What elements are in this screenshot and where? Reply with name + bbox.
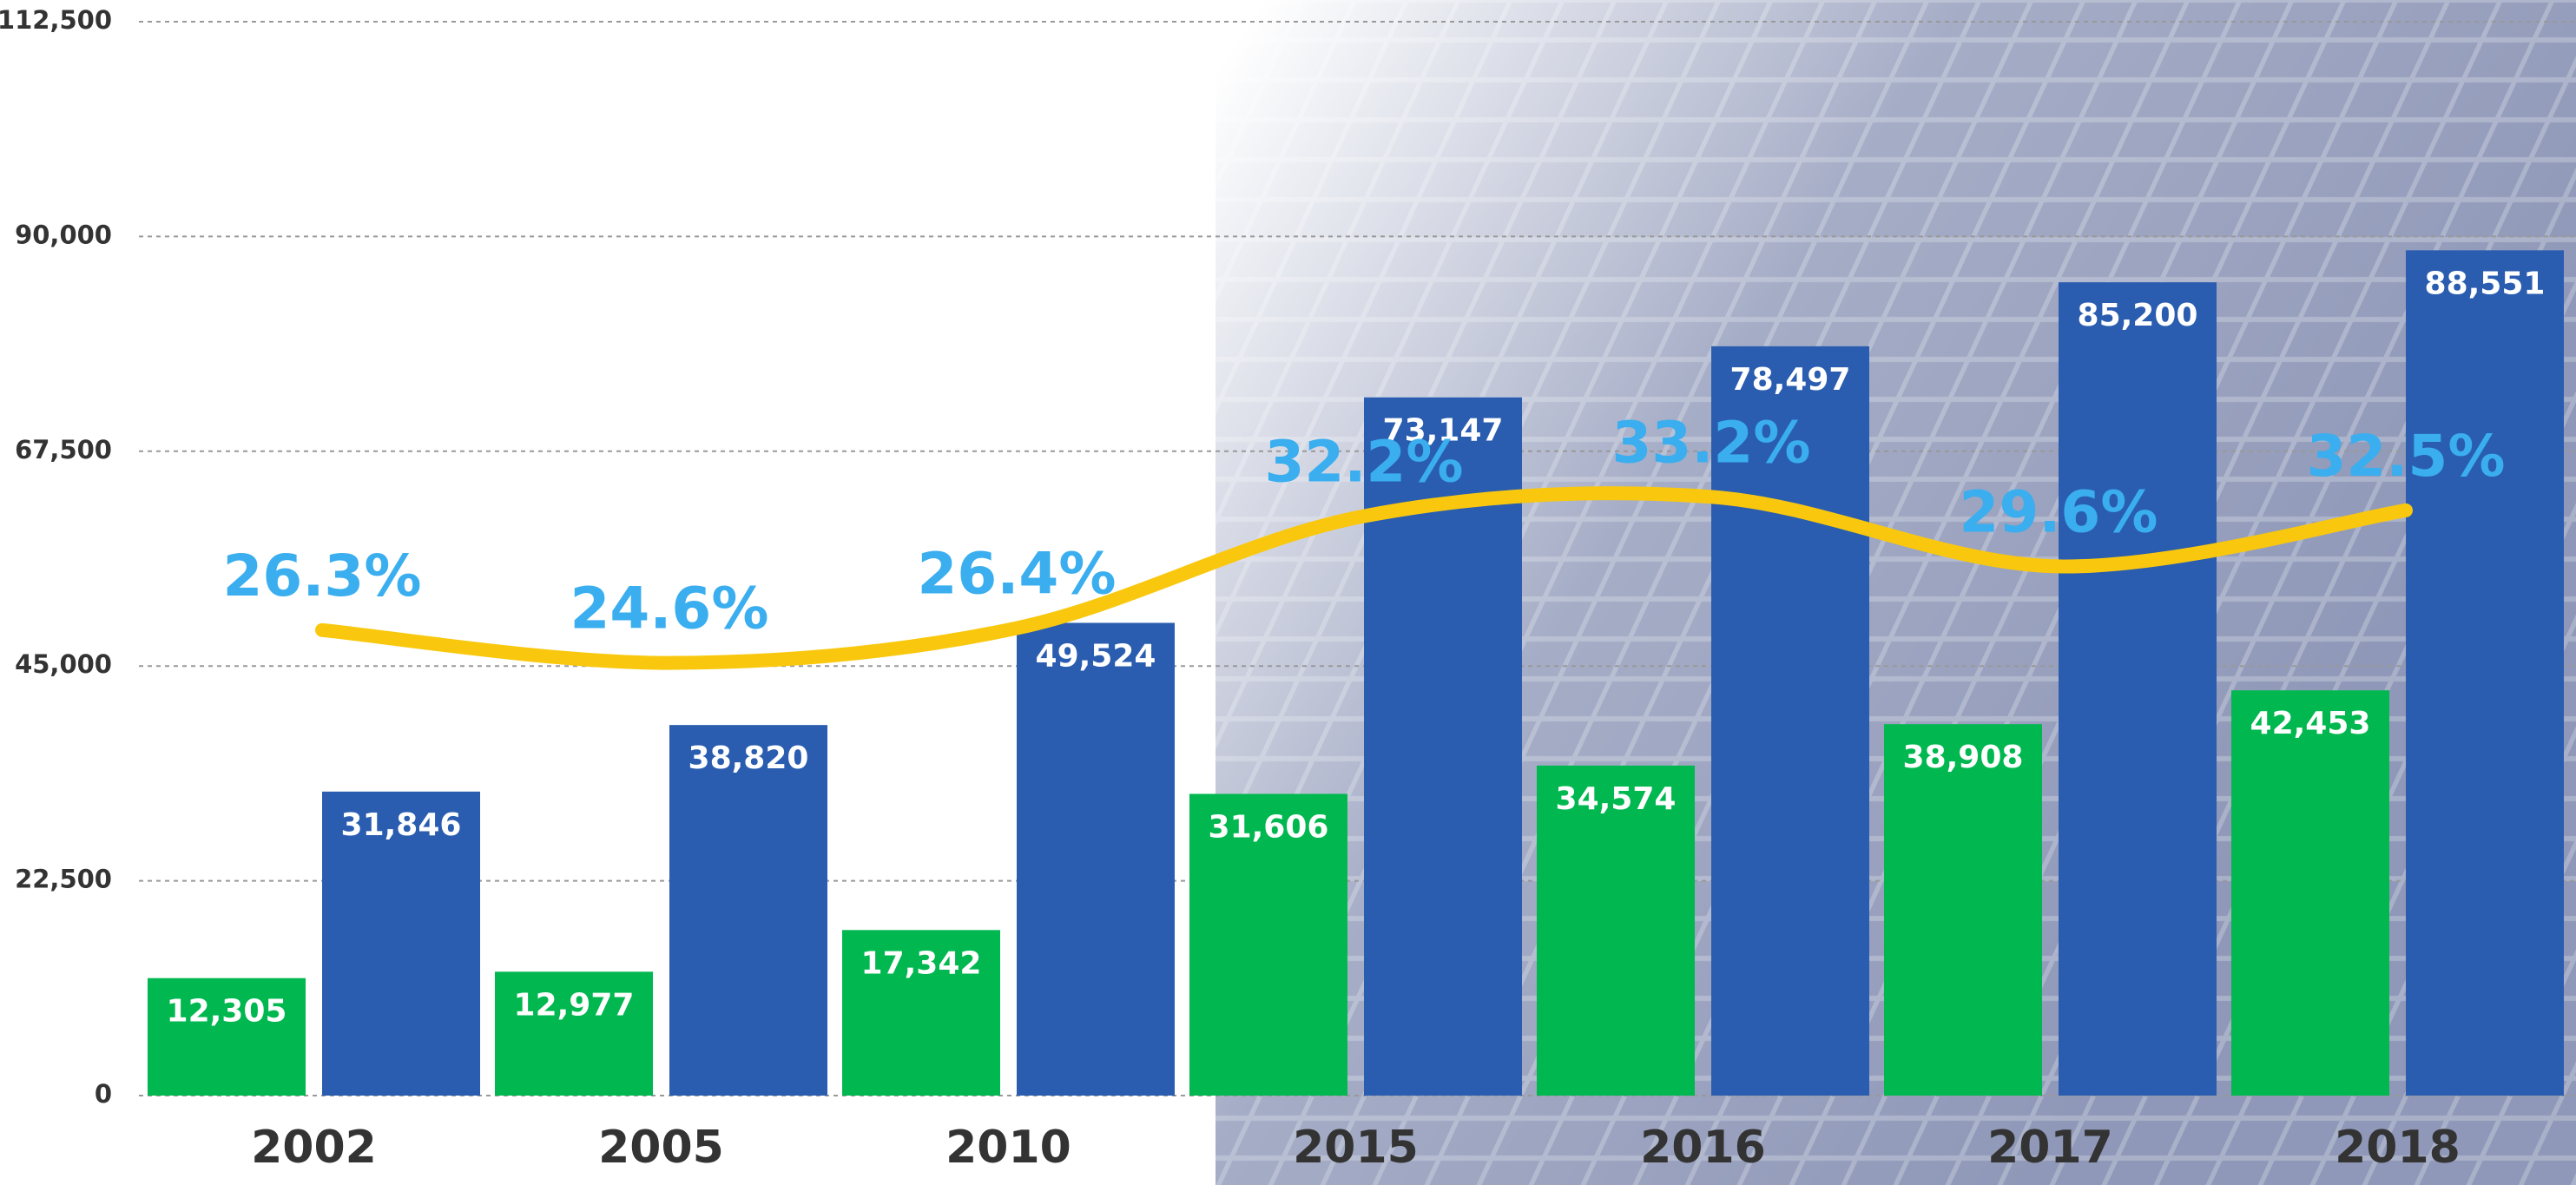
bar-label: 38,820	[688, 741, 809, 776]
bar	[2406, 250, 2564, 1096]
y-tick-label: 67,500	[15, 435, 112, 464]
bar-label: 34,574	[1556, 781, 1677, 817]
line-label: 24.6%	[570, 576, 769, 642]
x-tick-label: 2016	[1640, 1122, 1766, 1174]
bar	[1017, 622, 1175, 1096]
bar-label: 42,453	[2250, 706, 2371, 741]
x-tick-label: 2010	[945, 1122, 1071, 1174]
bar	[1189, 793, 1347, 1096]
y-tick-label: 112,500	[0, 5, 112, 35]
x-tick-label: 2018	[2335, 1122, 2461, 1174]
bar	[1537, 765, 1695, 1096]
x-tick-label: 2002	[251, 1122, 377, 1174]
y-tick-label: 45,000	[15, 649, 112, 679]
line-label: 32.5%	[2307, 423, 2506, 490]
line-label: 29.6%	[1960, 478, 2158, 545]
line-label: 32.2%	[1265, 429, 1464, 496]
x-tick-label: 2015	[1293, 1122, 1419, 1174]
y-tick-label: 22,500	[15, 865, 112, 894]
bar-label: 88,551	[2425, 266, 2546, 301]
bar-label: 31,606	[1209, 809, 1329, 845]
bar-label: 85,200	[2078, 298, 2198, 333]
line-label: 26.3%	[223, 543, 422, 609]
bar-label: 12,977	[514, 987, 635, 1023]
bar	[669, 725, 827, 1096]
bar-label: 31,846	[341, 807, 462, 843]
line	[315, 486, 2413, 670]
line-label: 26.4%	[918, 541, 1117, 608]
y-tick-label: 0	[95, 1079, 112, 1109]
bar-label: 78,497	[1730, 362, 1851, 398]
x-tick-label: 2005	[598, 1122, 724, 1174]
bar	[842, 930, 1000, 1096]
line-label: 33.2%	[1612, 409, 1811, 476]
y-tick-label: 90,000	[15, 220, 112, 249]
bar	[1884, 724, 2042, 1096]
bar	[322, 791, 480, 1096]
bar	[1711, 346, 1869, 1096]
bar	[2231, 690, 2389, 1096]
bar-label: 49,524	[1036, 638, 1156, 674]
bar	[495, 971, 653, 1096]
x-tick-label: 2017	[1987, 1122, 2113, 1174]
bar-label: 38,908	[1903, 740, 2024, 775]
bar-label: 12,305	[167, 994, 287, 1030]
bar	[148, 978, 306, 1096]
bar-label: 17,342	[861, 945, 982, 981]
bar-label: 73,147	[1383, 413, 1504, 449]
bar	[2059, 282, 2217, 1096]
